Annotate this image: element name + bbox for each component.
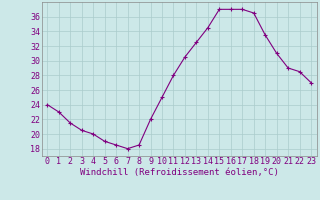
X-axis label: Windchill (Refroidissement éolien,°C): Windchill (Refroidissement éolien,°C) xyxy=(80,168,279,177)
